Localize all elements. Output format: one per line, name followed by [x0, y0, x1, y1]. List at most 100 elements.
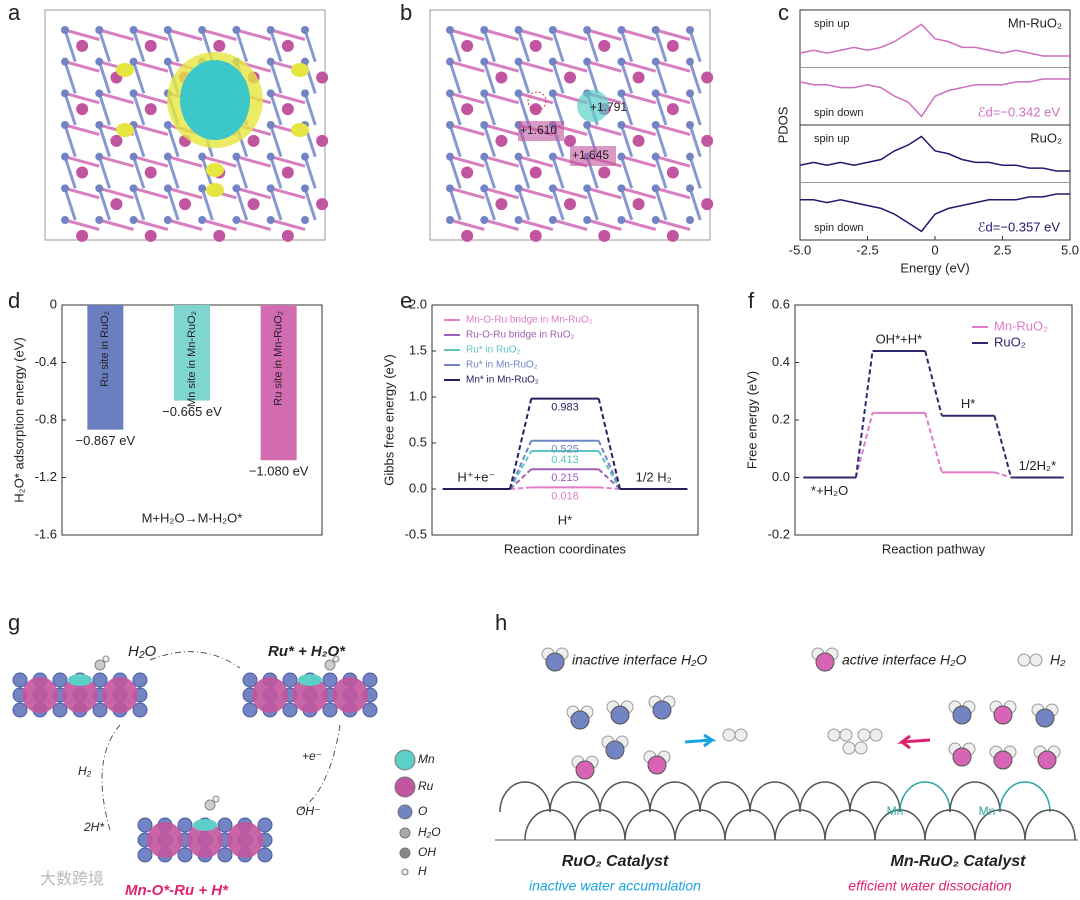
y-tick-label: 0.5	[409, 434, 427, 449]
o-atom	[514, 89, 523, 98]
surface-arc	[774, 809, 826, 841]
o-atom	[651, 121, 660, 129]
water-o	[1035, 708, 1055, 728]
o-atom	[651, 26, 660, 34]
water-o	[575, 760, 595, 780]
ru-atom	[666, 229, 679, 242]
surface-arc	[549, 781, 601, 813]
reaction-label: Mn-O*-Ru + H*	[125, 882, 229, 899]
ru-atom	[316, 134, 329, 147]
bar	[174, 305, 210, 401]
ru-atom	[461, 229, 474, 242]
bond	[483, 60, 519, 73]
bond	[270, 91, 306, 105]
bond	[551, 29, 565, 63]
bond	[621, 28, 657, 41]
bond	[98, 91, 134, 105]
bond	[235, 187, 249, 221]
bond	[655, 186, 691, 200]
o-atom	[163, 121, 172, 129]
bond	[303, 92, 317, 126]
bond	[303, 29, 317, 63]
legend-label: Ru	[418, 779, 434, 793]
bond	[654, 187, 668, 221]
o-atom	[583, 216, 592, 224]
o-atom	[480, 57, 489, 66]
y-tick-label: 0.0	[772, 469, 790, 484]
o-atom	[132, 672, 148, 688]
legend-marker	[399, 827, 411, 839]
bond	[166, 156, 180, 189]
surface-arc	[649, 781, 701, 813]
bond	[133, 218, 169, 231]
o-atom	[95, 216, 104, 224]
o-atom	[266, 152, 275, 161]
bond	[688, 61, 702, 94]
category-label: H⁺+e⁻	[457, 469, 495, 484]
bond	[517, 187, 531, 221]
bond	[586, 218, 622, 231]
y-axis-label: PDOS	[775, 106, 790, 143]
bond	[620, 61, 634, 94]
o-atom	[362, 702, 378, 718]
y-tick-label: 1.0	[409, 388, 427, 403]
y-tick-label: 0.4	[772, 354, 790, 369]
ru-atom	[213, 229, 226, 242]
bond	[97, 156, 111, 189]
bond	[166, 124, 180, 158]
bond	[133, 123, 169, 136]
water-o	[610, 705, 630, 725]
bond	[482, 92, 496, 126]
bond	[236, 218, 272, 231]
o-atom	[61, 121, 69, 129]
bond	[201, 155, 237, 168]
o-atom	[651, 184, 660, 193]
o-atom	[514, 216, 523, 224]
h2o	[324, 659, 336, 671]
bond	[482, 29, 496, 63]
ru-atom	[102, 677, 138, 713]
surface-arc	[824, 809, 876, 841]
bond	[518, 60, 554, 73]
ru-atom	[144, 39, 157, 52]
o-atom	[163, 57, 172, 66]
bond	[97, 92, 111, 126]
mn-atom	[68, 674, 92, 686]
bond	[449, 186, 485, 200]
ru-atom	[529, 166, 542, 179]
value-label: 0.983	[551, 401, 579, 413]
o-atom	[52, 672, 68, 688]
ru-atom	[227, 822, 263, 858]
bond	[98, 186, 134, 200]
bond	[132, 124, 146, 158]
legend-label: H	[418, 864, 427, 878]
bond	[621, 91, 657, 105]
water-o	[952, 705, 972, 725]
bond	[236, 186, 272, 200]
bond	[133, 28, 169, 41]
category-label: 1/2 H₂	[636, 469, 672, 484]
highlight	[577, 90, 609, 122]
y-tick-label: -0.5	[405, 526, 427, 541]
o-atom	[686, 184, 694, 193]
bond	[303, 156, 317, 189]
bond	[688, 124, 702, 158]
legend-marker	[399, 847, 411, 859]
ru-atom	[332, 677, 368, 713]
y-tick-label: 0.6	[772, 296, 790, 311]
o-atom	[257, 847, 273, 863]
o-atom	[95, 121, 104, 129]
panel-label: h	[495, 610, 507, 635]
h2-atom	[1017, 653, 1031, 667]
o-atom	[232, 184, 241, 193]
bond	[133, 155, 169, 168]
bond	[98, 218, 134, 231]
connector	[509, 486, 532, 490]
x-tick-label: -5.0	[789, 242, 811, 257]
ru-atom	[76, 39, 89, 52]
x-tick-label: 2.5	[993, 242, 1011, 257]
series-label: spin down	[814, 222, 864, 234]
h2-atom	[869, 728, 883, 742]
legend-marker	[394, 749, 416, 771]
o-atom	[266, 121, 275, 129]
